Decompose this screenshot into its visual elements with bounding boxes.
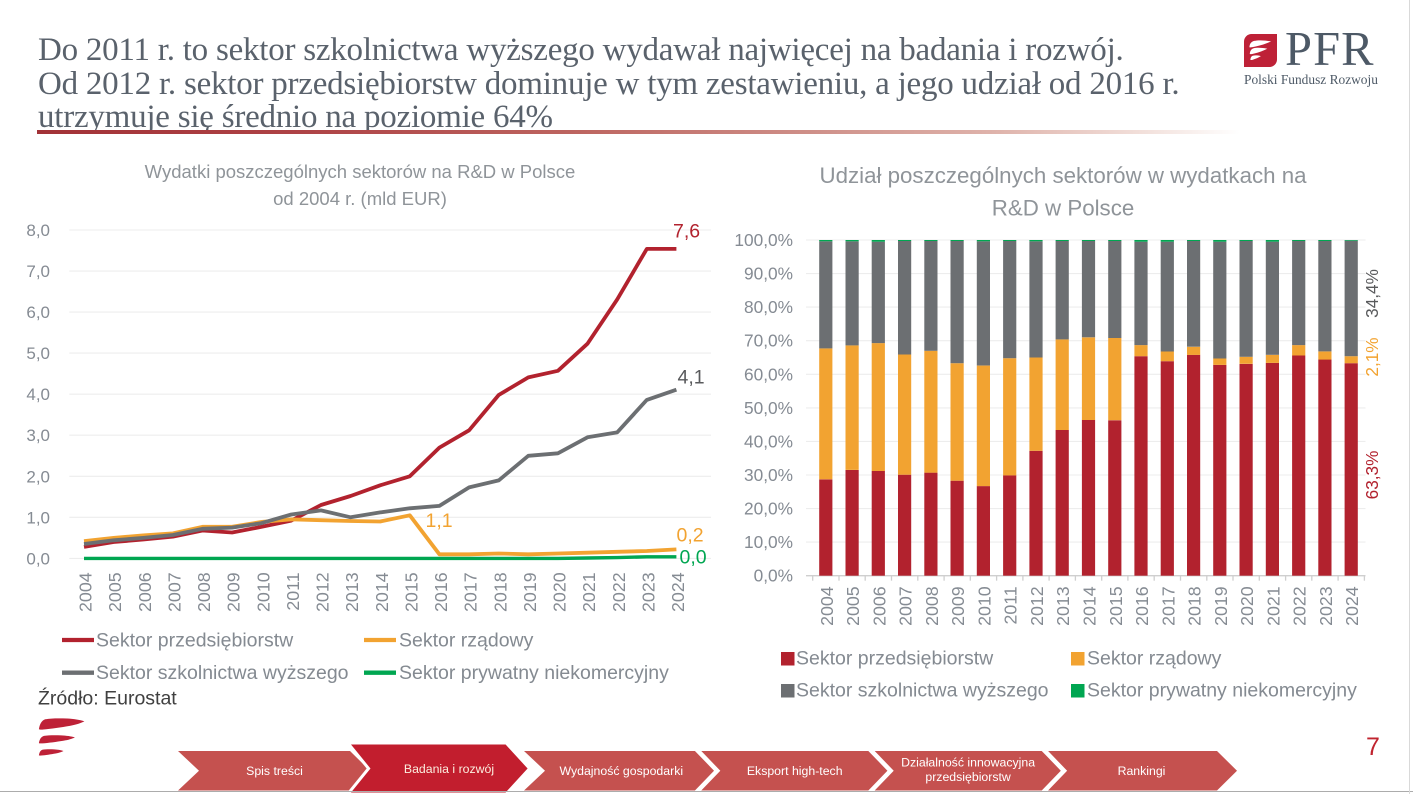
svg-text:2021: 2021 [1263, 586, 1283, 626]
svg-text:40,0%: 40,0% [744, 431, 793, 451]
svg-text:0,2: 0,2 [677, 525, 704, 547]
svg-text:2020: 2020 [1237, 586, 1257, 626]
svg-text:2012: 2012 [1027, 586, 1047, 626]
svg-text:2018: 2018 [1185, 586, 1205, 626]
svg-text:2009: 2009 [224, 572, 244, 612]
svg-text:2010: 2010 [253, 572, 273, 612]
svg-text:2011: 2011 [1001, 586, 1021, 624]
svg-text:2013: 2013 [342, 572, 362, 612]
svg-text:Sektor szkolnictwa wyższego: Sektor szkolnictwa wyższego [796, 680, 1049, 702]
svg-text:50,0%: 50,0% [744, 398, 793, 418]
svg-text:34,4%: 34,4% [1362, 269, 1382, 318]
svg-text:Sektor rządowy: Sektor rządowy [1087, 648, 1222, 670]
svg-text:10,0%: 10,0% [744, 532, 793, 552]
svg-text:8,0: 8,0 [26, 221, 50, 240]
svg-text:0,0%: 0,0% [754, 566, 793, 586]
svg-text:Wydajność gospodarki: Wydajność gospodarki [559, 764, 683, 778]
svg-text:2023: 2023 [638, 572, 658, 612]
svg-text:2017: 2017 [1158, 586, 1178, 626]
svg-text:1,0: 1,0 [26, 508, 50, 527]
svg-text:2022: 2022 [1290, 586, 1310, 626]
svg-text:30,0%: 30,0% [744, 465, 793, 485]
svg-text:2006: 2006 [869, 586, 889, 626]
svg-text:1,1: 1,1 [426, 510, 453, 532]
svg-text:7,0: 7,0 [26, 262, 50, 281]
svg-text:Działalność innowacyjna: Działalność innowacyjna [901, 756, 1035, 770]
svg-text:2022: 2022 [609, 572, 629, 612]
svg-text:70,0%: 70,0% [744, 331, 793, 351]
svg-text:100,0%: 100,0% [734, 230, 793, 250]
svg-text:2013: 2013 [1053, 586, 1073, 626]
svg-text:Źródło: Eurostat: Źródło: Eurostat [38, 687, 177, 710]
svg-text:2019: 2019 [520, 572, 540, 612]
svg-text:2024: 2024 [668, 572, 688, 612]
svg-text:63,3%: 63,3% [1362, 451, 1382, 500]
svg-text:Sektor przedsiębiorstw: Sektor przedsiębiorstw [796, 648, 994, 670]
svg-text:0,0: 0,0 [680, 547, 707, 569]
svg-text:2009: 2009 [948, 586, 968, 626]
svg-text:2014: 2014 [372, 572, 392, 612]
svg-text:6,0: 6,0 [26, 303, 50, 322]
svg-text:2023: 2023 [1316, 586, 1336, 626]
svg-text:2019: 2019 [1211, 586, 1231, 626]
svg-text:Sektor prywatny niekomercyjny: Sektor prywatny niekomercyjny [399, 662, 669, 684]
svg-text:od 2004 r. (mld EUR): od 2004 r. (mld EUR) [273, 188, 447, 209]
svg-text:2008: 2008 [922, 586, 942, 626]
svg-text:Spis treści: Spis treści [246, 764, 303, 778]
svg-text:2017: 2017 [461, 572, 481, 612]
svg-text:2021: 2021 [579, 572, 599, 612]
svg-text:2005: 2005 [105, 572, 125, 612]
svg-text:przedsiębiorstw: przedsiębiorstw [925, 770, 1011, 784]
svg-text:20,0%: 20,0% [744, 499, 793, 519]
svg-text:5,0: 5,0 [26, 344, 50, 363]
svg-text:2012: 2012 [313, 572, 333, 612]
svg-text:2004: 2004 [76, 572, 96, 612]
svg-text:Sektor prywatny niekomercyjny: Sektor prywatny niekomercyjny [1087, 680, 1357, 702]
svg-text:Sektor przedsiębiorstw: Sektor przedsiębiorstw [96, 630, 294, 652]
svg-text:2004: 2004 [817, 586, 837, 626]
svg-text:Badania i rozwój: Badania i rozwój [404, 762, 494, 776]
svg-text:80,0%: 80,0% [744, 297, 793, 317]
svg-text:3,0: 3,0 [26, 426, 50, 445]
svg-text:7,6: 7,6 [673, 221, 700, 243]
svg-text:2008: 2008 [194, 572, 214, 612]
svg-text:Eksport high-tech: Eksport high-tech [747, 764, 843, 778]
svg-text:60,0%: 60,0% [744, 364, 793, 384]
svg-text:2007: 2007 [165, 572, 185, 612]
svg-text:2018: 2018 [490, 572, 510, 612]
svg-text:2,1%: 2,1% [1362, 337, 1382, 376]
svg-text:2005: 2005 [843, 586, 863, 626]
svg-text:R&D w Polsce: R&D w Polsce [992, 196, 1135, 221]
svg-text:2024: 2024 [1342, 586, 1362, 626]
svg-text:Rankingi: Rankingi [1118, 764, 1166, 778]
svg-text:Sektor szkolnictwa wyższego: Sektor szkolnictwa wyższego [96, 662, 349, 684]
svg-text:90,0%: 90,0% [744, 264, 793, 284]
svg-text:0,0: 0,0 [26, 549, 50, 568]
svg-text:Udział poszczególnych sektorów: Udział poszczególnych sektorów w wydatka… [819, 163, 1307, 188]
svg-text:2006: 2006 [135, 572, 155, 612]
svg-text:Wydatki poszczególnych sektoró: Wydatki poszczególnych sektorów na R&D w… [145, 161, 576, 182]
svg-text:4,1: 4,1 [678, 367, 705, 389]
svg-text:2015: 2015 [1106, 586, 1126, 626]
svg-text:2007: 2007 [896, 586, 916, 626]
svg-text:2020: 2020 [550, 572, 570, 612]
svg-text:2016: 2016 [1132, 586, 1152, 626]
svg-text:2011: 2011 [283, 572, 303, 610]
svg-text:2016: 2016 [431, 572, 451, 612]
svg-text:4,0: 4,0 [26, 385, 50, 404]
svg-text:Sektor rządowy: Sektor rządowy [399, 630, 534, 652]
svg-text:2015: 2015 [401, 572, 421, 612]
svg-text:2010: 2010 [974, 586, 994, 626]
svg-text:2014: 2014 [1080, 586, 1100, 626]
svg-text:2,0: 2,0 [26, 467, 50, 486]
